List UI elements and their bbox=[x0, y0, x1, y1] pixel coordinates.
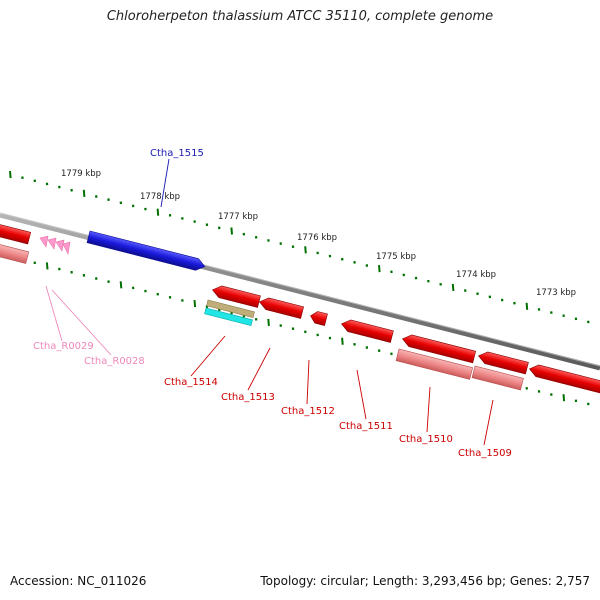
label-ctha-1515[interactable]: Ctha_1515 bbox=[150, 148, 204, 159]
leader-ctha-r0028 bbox=[51, 289, 112, 356]
label-ctha-1509[interactable]: Ctha_1509 bbox=[458, 448, 512, 459]
scale-label-1777: 1777 kbp bbox=[218, 212, 258, 222]
gene-ctha-1510[interactable] bbox=[401, 333, 477, 364]
gene-ctha-1509[interactable] bbox=[477, 350, 529, 375]
scale-label-1774: 1774 kbp bbox=[456, 270, 496, 280]
pseudogene-ctha-1510[interactable] bbox=[395, 348, 474, 380]
leader-ctha-1515 bbox=[160, 158, 170, 208]
leader-ctha-1512 bbox=[306, 359, 310, 405]
scale-tick-major bbox=[562, 394, 566, 402]
pseudogene-left-edge[interactable] bbox=[0, 241, 30, 264]
gene-left-edge-1[interactable] bbox=[0, 221, 32, 245]
scale-tick-major bbox=[9, 170, 12, 179]
gene-ctha-1515[interactable] bbox=[86, 230, 206, 272]
scale-tick-major bbox=[156, 208, 160, 216]
label-ctha-1510[interactable]: Ctha_1510 bbox=[399, 434, 453, 445]
scale-tick-major bbox=[119, 281, 123, 289]
scale-ticks-outer bbox=[9, 170, 590, 324]
label-ctha-r0028[interactable]: Ctha_R0028 bbox=[84, 356, 145, 367]
label-ctha-1512[interactable]: Ctha_1512 bbox=[281, 406, 335, 417]
gene-ctha-1512[interactable] bbox=[309, 310, 328, 326]
feature-ctha-1514-cds[interactable] bbox=[206, 299, 255, 319]
scale-tick-major bbox=[267, 318, 270, 327]
pseudogene-ctha-1509[interactable] bbox=[471, 365, 524, 391]
label-ctha-1511[interactable]: Ctha_1511 bbox=[339, 421, 393, 432]
rna-ctha-r0029[interactable] bbox=[39, 235, 57, 250]
genome-summary-text: Topology: circular; Length: 3,293,456 bp… bbox=[260, 574, 590, 588]
scale-label-1776: 1776 kbp bbox=[297, 233, 337, 243]
scale-tick-major bbox=[341, 337, 344, 345]
gene-ctha-1511[interactable] bbox=[340, 318, 394, 343]
leader-ctha-r0029 bbox=[45, 285, 63, 342]
label-ctha-1514[interactable]: Ctha_1514 bbox=[164, 377, 218, 388]
scale-tick-major bbox=[193, 300, 197, 308]
leader-ctha-1510 bbox=[426, 386, 431, 433]
scale-tick-major bbox=[82, 189, 86, 197]
scale-tick-major bbox=[378, 265, 381, 273]
gene-ctha-1513[interactable] bbox=[258, 296, 305, 319]
leader-ctha-1509 bbox=[483, 399, 494, 446]
scale-tick-major bbox=[451, 283, 455, 292]
leader-ctha-1514 bbox=[190, 335, 226, 377]
scale-tick-major bbox=[304, 246, 307, 254]
gene-ctha-1514[interactable] bbox=[211, 284, 261, 308]
scale-label-1778: 1778 kbp bbox=[140, 192, 180, 202]
leader-ctha-1513 bbox=[247, 347, 271, 391]
map-title: Chloroherpeton thalassium ATCC 35110, co… bbox=[106, 9, 494, 24]
gene-right-edge[interactable] bbox=[528, 363, 600, 395]
scale-label-1775: 1775 kbp bbox=[376, 252, 416, 262]
rna-ctha-r0028[interactable] bbox=[55, 239, 71, 255]
leader-ctha-1511 bbox=[356, 369, 367, 420]
label-ctha-1513[interactable]: Ctha_1513 bbox=[221, 392, 275, 403]
scale-label-1773: 1773 kbp bbox=[536, 288, 576, 298]
scale-label-1779: 1779 kbp bbox=[61, 169, 101, 179]
scale-tick-major bbox=[230, 227, 233, 235]
accession-text: Accession: NC_011026 bbox=[10, 574, 147, 588]
label-ctha-r0029[interactable]: Ctha_R0029 bbox=[33, 341, 94, 352]
scale-tick-major bbox=[45, 262, 49, 270]
feature-ctha-1514-region[interactable] bbox=[204, 307, 253, 327]
scale-tick-major bbox=[525, 302, 529, 310]
